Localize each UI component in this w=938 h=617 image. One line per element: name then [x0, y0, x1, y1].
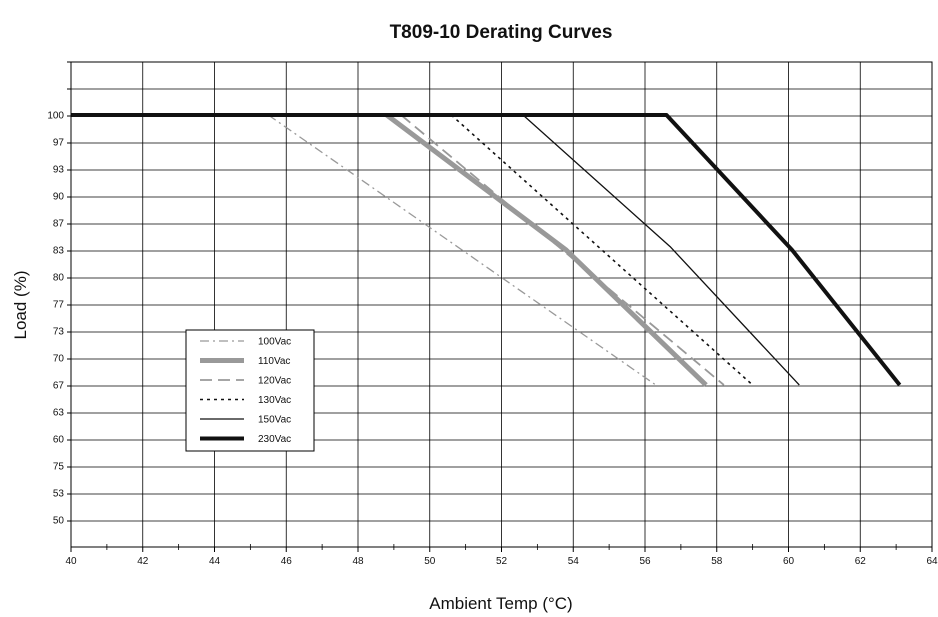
plot-frame	[70, 61, 933, 548]
chart-title: T809-10 Derating Curves	[390, 22, 613, 43]
y-tick-label: 97	[53, 138, 65, 149]
grid	[70, 61, 933, 547]
x-tick-label: 54	[568, 556, 580, 567]
x-tick-label: 52	[496, 556, 508, 567]
y-axis-title: Load (%)	[11, 271, 30, 340]
axis-ticks: 40 42 44 46 48 50 52 54 56 58 60 62 64 100 97 93 90 87 83 8…	[47, 61, 938, 567]
series-line-120vac	[400, 114, 725, 386]
y-tick-label: 50	[53, 516, 65, 527]
x-tick-label: 60	[783, 556, 795, 567]
x-tick-label: 64	[926, 556, 938, 567]
legend-label-150vac: 150Vac	[258, 415, 291, 426]
x-axis-title: Ambient Temp (°C)	[429, 594, 572, 613]
series-line-100vac	[267, 114, 657, 386]
y-tick-label: 100	[47, 111, 64, 122]
y-tick-label: 75	[53, 462, 65, 473]
y-tick-label: 77	[53, 300, 65, 311]
y-tick-label: 93	[53, 165, 65, 176]
legend-label-110vac: 110Vac	[258, 356, 290, 367]
series-line-150vac	[522, 114, 800, 386]
y-tick-label: 60	[53, 435, 65, 446]
y-tick-label: 90	[53, 192, 65, 203]
series-line-230vac	[71, 113, 902, 387]
series-lines	[71, 113, 902, 387]
x-tick-label: 46	[281, 556, 293, 567]
y-tick-label: 73	[53, 327, 65, 338]
x-tick-label: 48	[352, 556, 364, 567]
legend-label-120vac: 120Vac	[258, 376, 291, 387]
x-tick-label: 50	[424, 556, 436, 567]
y-tick-label: 63	[53, 408, 65, 419]
y-tick-label: 70	[53, 354, 65, 365]
legend-label-100vac: 100Vac	[258, 337, 291, 348]
y-tick-label: 80	[53, 273, 65, 284]
x-tick-label: 40	[65, 556, 77, 567]
legend-label-230vac: 230Vac	[258, 434, 291, 445]
x-tick-label: 44	[209, 556, 221, 567]
x-tick-label: 58	[711, 556, 723, 567]
series-line-130vac	[450, 114, 754, 386]
x-tick-label: 56	[639, 556, 651, 567]
y-tick-label: 67	[53, 381, 65, 392]
series-line-110vac	[385, 113, 708, 387]
legend-box	[185, 329, 315, 452]
legend: 100Vac 110Vac 120Vac 130Vac 150Vac 230Vac	[185, 329, 315, 452]
y-tick-label: 53	[53, 489, 65, 500]
x-tick-label: 62	[855, 556, 867, 567]
x-tick-label: 42	[137, 556, 149, 567]
y-tick-label: 87	[53, 219, 65, 230]
y-tick-label: 83	[53, 246, 65, 257]
legend-label-130vac: 130Vac	[258, 395, 291, 406]
